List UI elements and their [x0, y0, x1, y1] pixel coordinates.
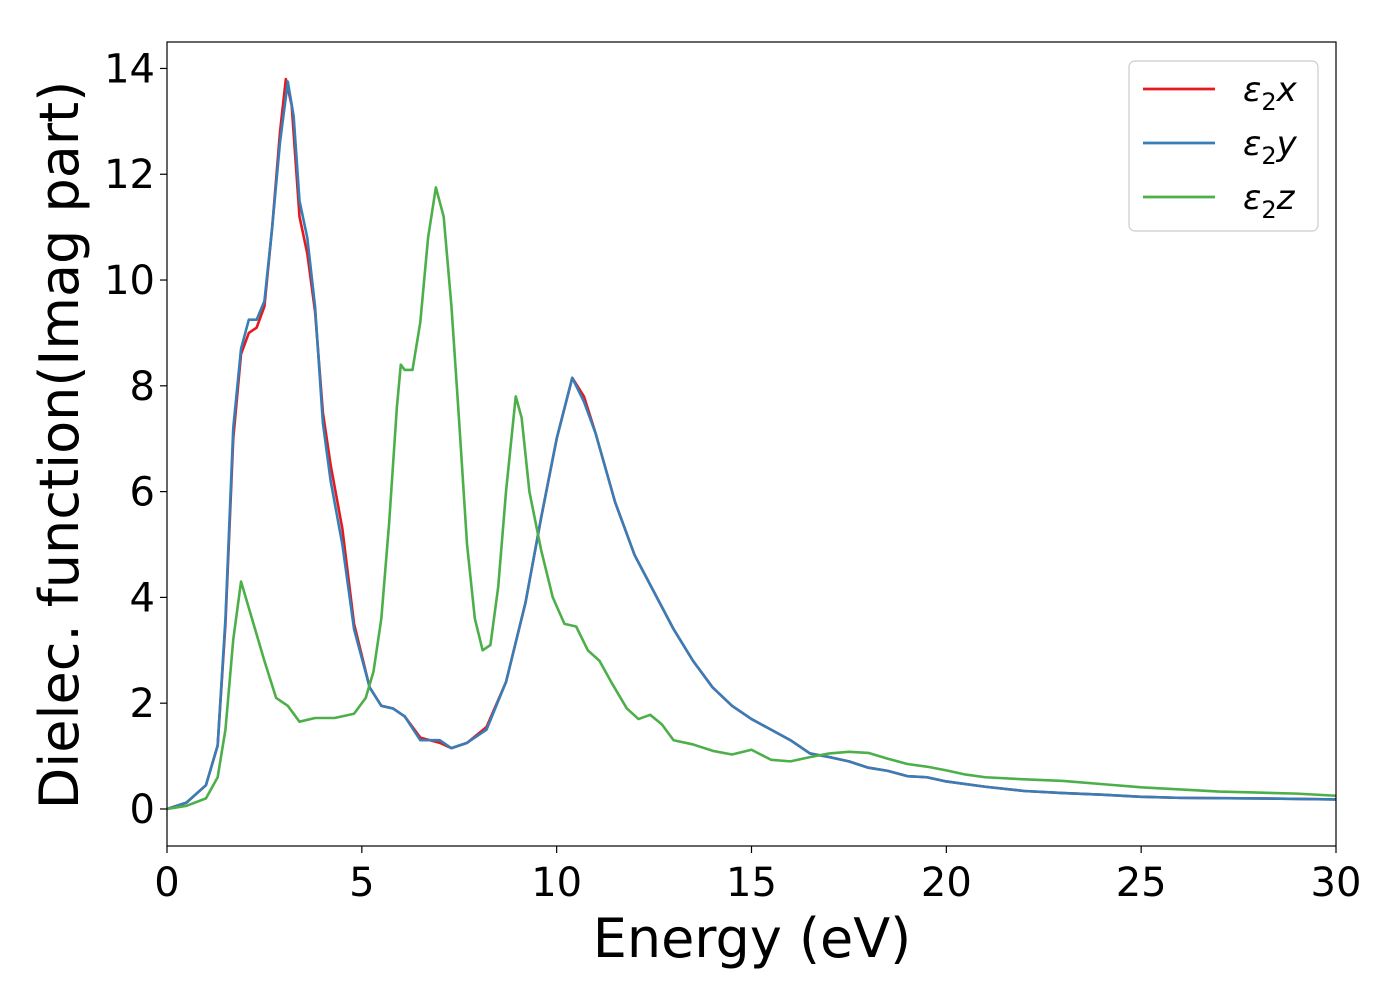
x-tick-label: 5 [349, 860, 374, 906]
legend-box [1128, 60, 1319, 232]
y-tick-label: 14 [104, 46, 155, 92]
y-axis-title-group: Dielec. function(Imag part) [28, 81, 91, 810]
series-group [167, 77, 1336, 811]
y-tick-label: 8 [130, 364, 155, 410]
y-axis-title: Dielec. function(Imag part) [28, 81, 91, 810]
x-tick-label: 25 [1116, 860, 1167, 906]
y-tick-label: 2 [130, 681, 155, 727]
y-tick-label: 6 [130, 470, 155, 516]
legend-label-z: ε2z [1243, 178, 1296, 224]
y-tick-label: 4 [130, 575, 155, 621]
legend-label-x: ε2x [1243, 70, 1298, 116]
y-tick-label: 0 [130, 787, 155, 833]
x-tick-label: 10 [531, 860, 582, 906]
y-tick-label: 12 [104, 152, 155, 198]
x-axis-ticks: 0 5 10 15 20 25 30 [154, 846, 1361, 906]
y-axis-ticks: 0 2 4 6 8 10 12 14 [104, 46, 167, 833]
x-tick-label: 20 [921, 860, 972, 906]
x-axis-title: Energy (eV) [593, 907, 912, 970]
x-tick-label: 15 [726, 860, 777, 906]
y-tick-label: 10 [104, 258, 155, 304]
x-tick-label: 30 [1311, 860, 1362, 906]
legend-label-y: ε2y [1243, 124, 1298, 170]
series-line-y [167, 80, 1336, 811]
x-tick-label: 0 [154, 860, 179, 906]
legend: ε2x ε2y ε2z [1128, 60, 1319, 232]
series-line-z [167, 186, 1336, 811]
